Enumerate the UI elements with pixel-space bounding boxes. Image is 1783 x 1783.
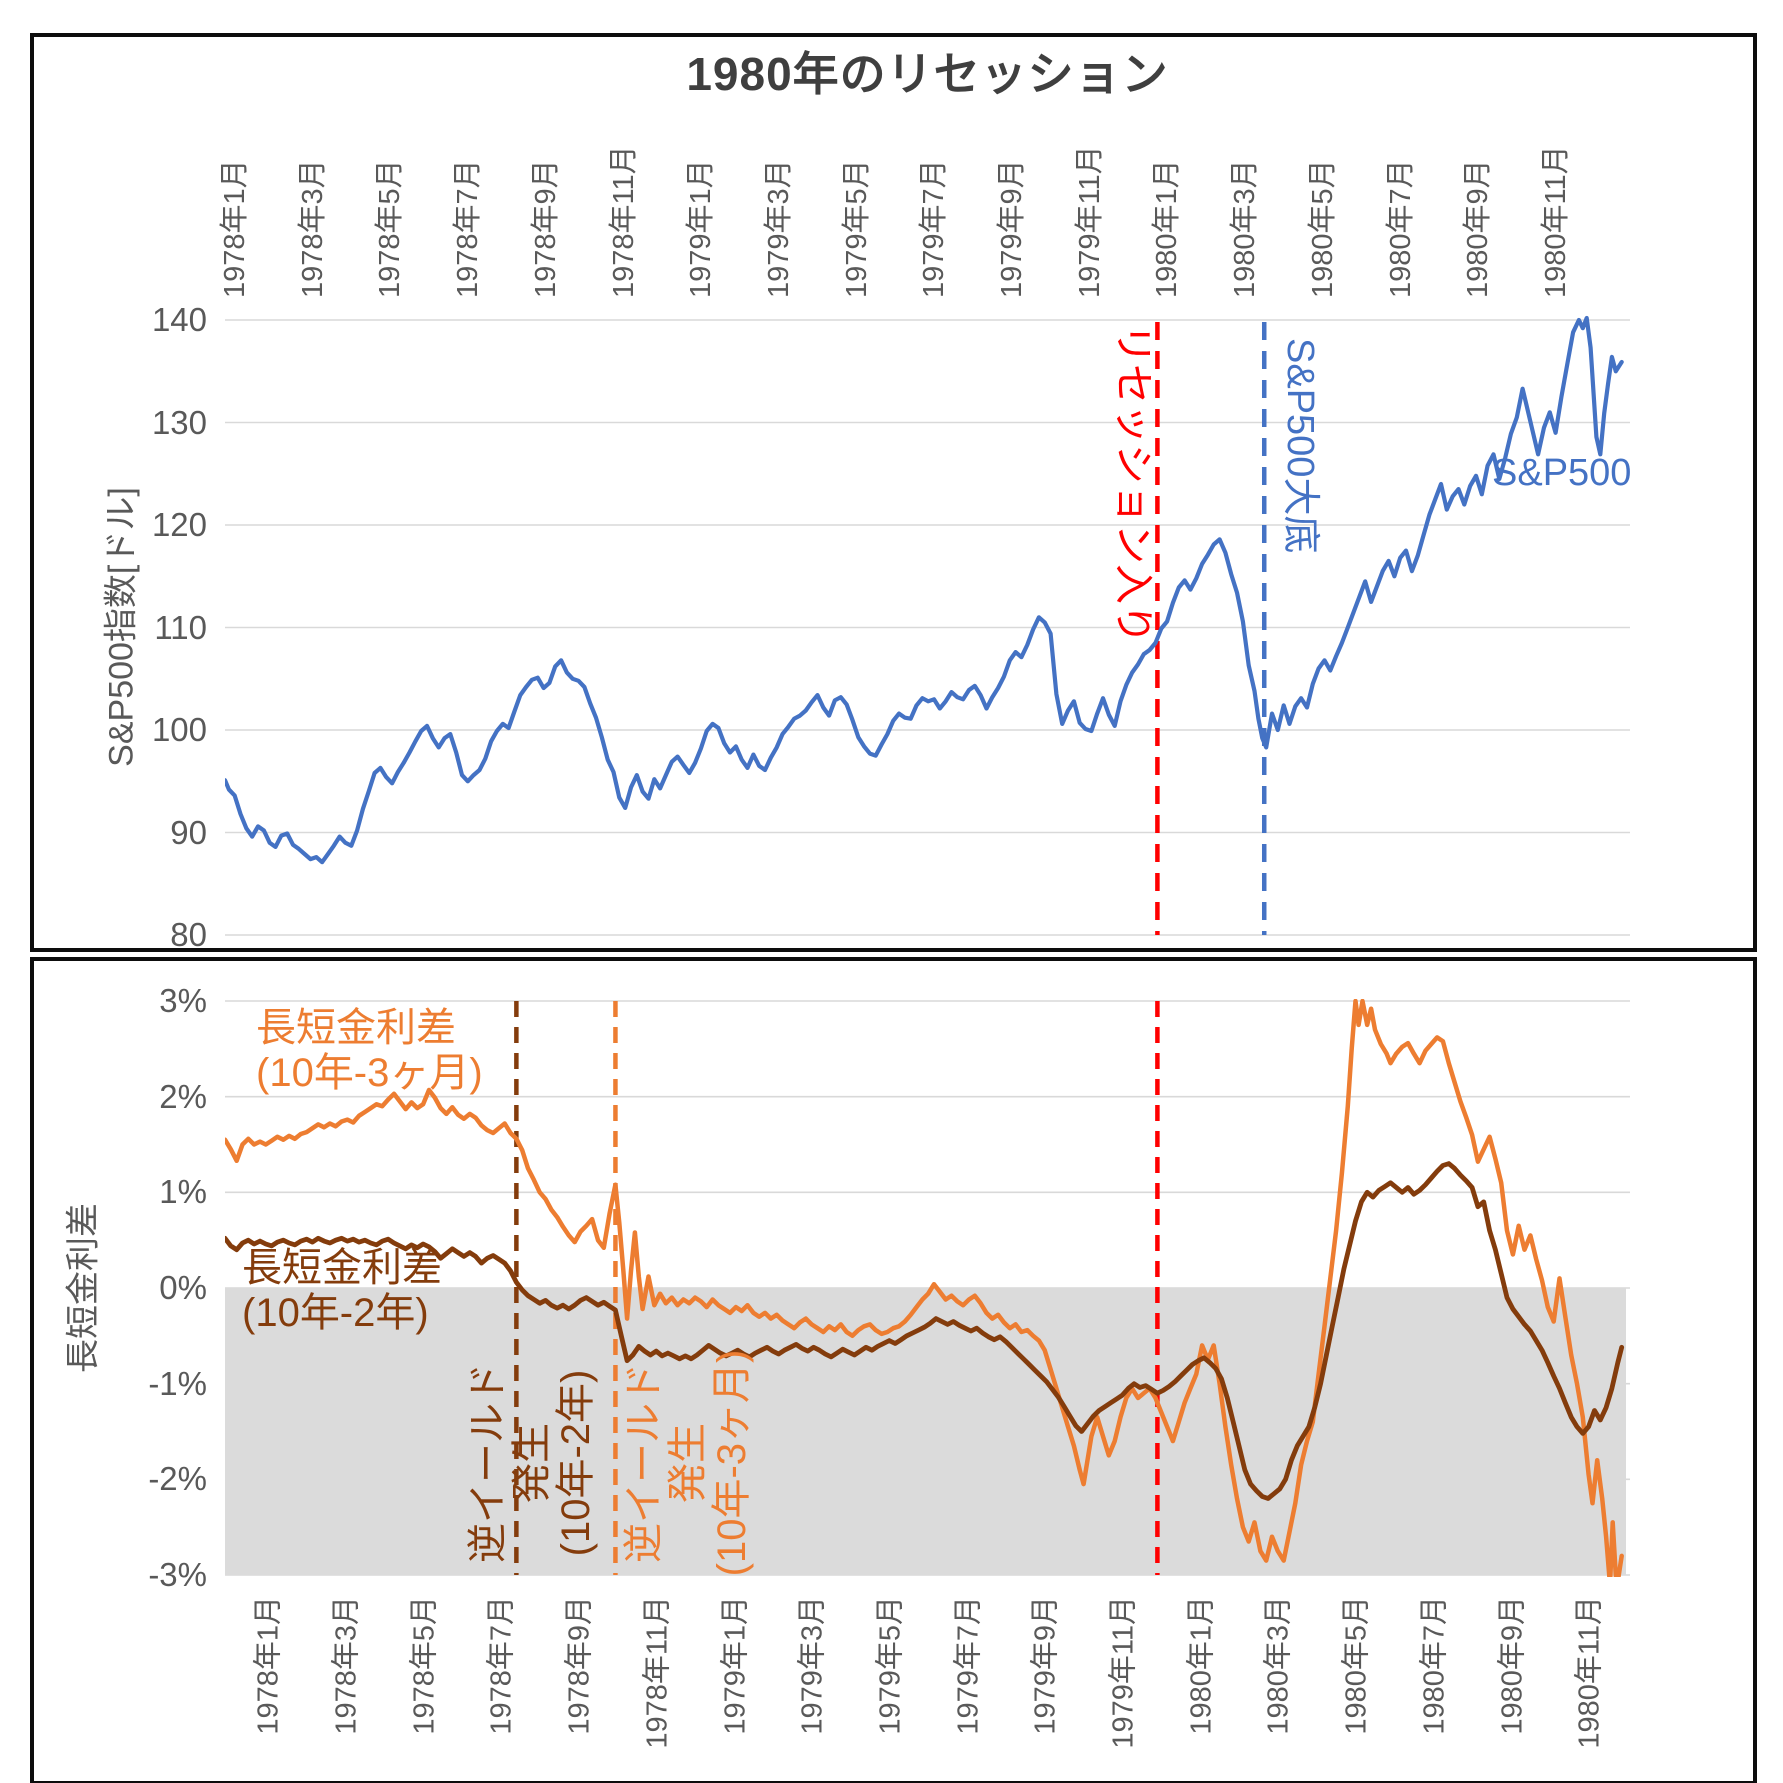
y-tick-label: 90 [170,813,207,851]
recession-start-annotation: リセッション入り [1111,324,1155,644]
x-tick-label: 1980年7月 [1384,159,1417,298]
x-tick-label: 1980年5月 [1340,1596,1373,1735]
x-tick-label: 1979年9月 [996,159,1028,298]
x-tick-label: 1978年1月 [219,159,251,298]
bottom-y-axis-title: 長短金利差 [64,1203,103,1373]
bottom-chart-frame [30,957,1757,1783]
x-tick-label: 1978年7月 [486,1596,519,1735]
y-tick-label: 140 [151,301,207,338]
x-tick-label: 1980年9月 [1496,1596,1529,1735]
y-tick-label: 3% [159,982,207,1019]
x-tick-label: 1980年11月 [1573,1596,1606,1749]
x-tick-label: 1978年3月 [330,1596,363,1735]
x-tick-label: 1979年3月 [762,159,795,298]
inverted-yield-2y-line1: 逆イールド [466,1363,510,1563]
chart-title: 1980年のリセッション [686,48,1169,100]
inverted-yield-10y-3m-annotation: 逆イールド 発生 (10年-3ヶ月) [622,1348,754,1578]
x-tick-label: 1980年3月 [1263,1596,1296,1735]
x-tick-label: 1980年1月 [1185,1596,1218,1735]
y-tick-label: 130 [151,403,207,441]
inverted-yield-2y-line3: (10年-2年) [554,1369,598,1557]
spread-10y-3m-label-line1: 長短金利差 [256,1006,456,1050]
y-tick-label: -2% [148,1460,207,1498]
x-tick-label: 1980年1月 [1151,159,1184,298]
inverted-yield-3m-line2: 発生 [666,1423,710,1503]
spread-10y-2y-label-line2: (10年-2年) [242,1291,429,1335]
x-tick-label: 1979年1月 [685,159,718,298]
x-tick-label: 1979年7月 [918,159,951,298]
sp500-bottom-annotation: S&P500大底 [1279,338,1321,554]
x-tick-label: 1979年1月 [719,1596,752,1735]
x-tick-label: 1978年9月 [563,1596,596,1735]
x-tick-label: 1978年1月 [253,1596,285,1735]
y-tick-label: 100 [151,711,207,748]
x-tick-label: 1979年11月 [1073,145,1106,298]
x-tick-label: 1979年5月 [840,159,873,298]
top-chart-frame [30,33,1757,952]
x-tick-label: 1979年5月 [874,1596,907,1735]
inverted-yield-3m-line3: (10年-3ヶ月) [710,1349,754,1577]
sp500-series-label: S&P500 [1492,452,1632,494]
y-tick-label: 0% [159,1268,207,1306]
x-tick-label: 1978年5月 [374,159,407,298]
spread-10y-3m-label-line2: (10年-3ヶ月) [256,1051,483,1095]
x-tick-label: 1978年3月 [296,159,329,298]
top-y-axis-title: S&P500指数[ドル] [102,487,141,767]
inverted-yield-2y-line2: 発生 [510,1423,554,1503]
series-line [225,1161,1625,1501]
x-tick-label: 1979年3月 [796,1596,829,1735]
inverted-yield-3m-line1: 逆イールド [622,1363,666,1563]
x-tick-label: 1980年9月 [1462,159,1495,298]
negative-spread-band [225,1287,1626,1575]
x-tick-label: 1978年9月 [529,159,562,298]
y-tick-label: 1% [159,1173,207,1211]
x-tick-label: 1980年7月 [1418,1596,1451,1735]
x-tick-label: 1979年7月 [952,1596,985,1735]
y-tick-label: 110 [154,608,207,646]
x-tick-label: 1979年9月 [1030,1596,1062,1735]
y-tick-label: 80 [170,916,207,953]
x-tick-label: 1980年5月 [1306,159,1339,298]
spread-10y-2y-label-line1: 長短金利差 [242,1246,442,1290]
series-line [225,315,1624,865]
x-tick-label: 1978年5月 [408,1596,441,1735]
y-tick-label: 120 [151,506,207,543]
x-tick-label: 1978年7月 [452,159,485,298]
x-tick-label: 1979年11月 [1107,1596,1140,1749]
x-tick-label: 1978年11月 [607,145,640,298]
spread-10y-2y-series-label: 長短金利差 (10年-2年) [242,1246,442,1336]
x-tick-label: 1980年3月 [1229,159,1262,298]
spread-10y-3m-series-label: 長短金利差 (10年-3ヶ月) [256,1006,483,1096]
y-tick-label: 2% [159,1077,207,1115]
x-tick-label: 1980年11月 [1539,145,1572,298]
y-tick-label: -3% [148,1555,207,1593]
inverted-yield-10y-2y-annotation: 逆イールド 発生 (10年-2年) [466,1348,598,1578]
y-tick-label: -1% [148,1364,207,1402]
series-line [225,999,1624,1577]
x-tick-label: 1978年11月 [641,1596,674,1749]
